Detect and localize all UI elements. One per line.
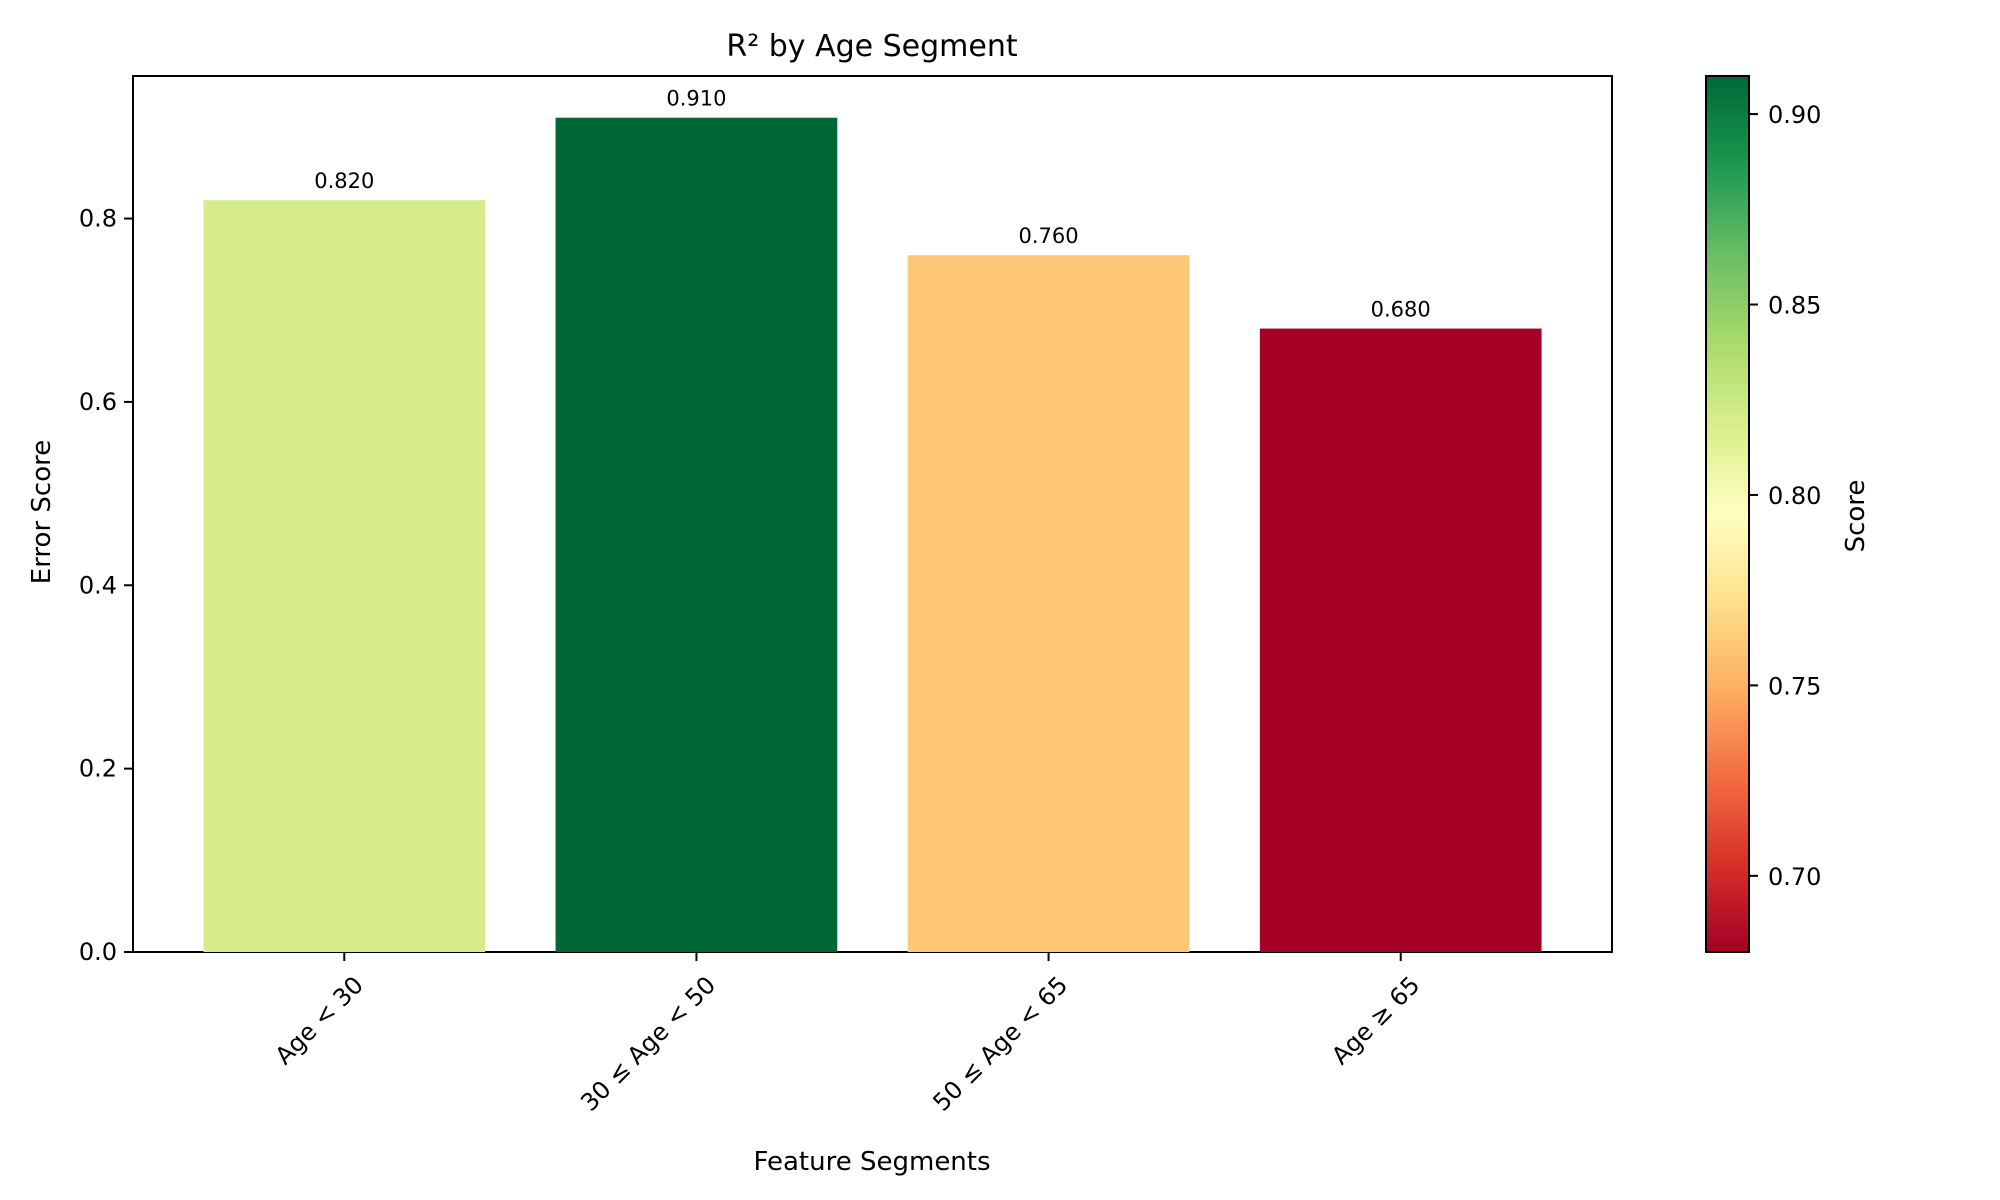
bar-value-label: 0.760: [1019, 224, 1079, 248]
chart-title: R² by Age Segment: [726, 29, 1018, 64]
colorbar-title: Score: [1841, 480, 1871, 553]
y-tick-label: 0.6: [79, 388, 117, 416]
colorbar-tick-label: 0.90: [1768, 101, 1821, 129]
y-tick-label: 0.4: [79, 571, 117, 599]
colorbar: 0.70 0.75 0.80 0.85 0.90: [1705, 75, 1821, 953]
x-axis-title: Feature Segments: [753, 1147, 990, 1177]
plot-area: [132, 75, 1613, 953]
plot-frame: [132, 75, 1613, 953]
bar-3: [907, 255, 1190, 953]
bar-value-label: 0.910: [666, 87, 726, 111]
bar-4: [1259, 328, 1542, 952]
bar-value-label: 0.680: [1371, 298, 1431, 322]
bar-value-label: 0.820: [314, 169, 374, 193]
y-tick-label: 0.8: [79, 205, 117, 233]
y-axis: 0.0 0.2 0.4 0.6 0.8: [79, 205, 133, 966]
y-tick-label: 0.2: [79, 755, 117, 783]
colorbar-tick-label: 0.70: [1768, 863, 1821, 891]
bar-2: [555, 117, 838, 952]
colorbar-gradient: [1706, 76, 1749, 952]
bars: [203, 117, 1542, 953]
bar-value-labels: 0.820 0.910 0.760 0.680: [314, 87, 1431, 322]
y-tick-label: 0.0: [79, 938, 117, 966]
colorbar-tick-label: 0.80: [1768, 482, 1821, 510]
bar-1: [203, 200, 486, 952]
y-axis-title: Error Score: [27, 440, 57, 584]
colorbar-frame: [1705, 75, 1750, 953]
colorbar-tick-label: 0.85: [1768, 292, 1821, 320]
colorbar-tick-label: 0.75: [1768, 672, 1821, 700]
